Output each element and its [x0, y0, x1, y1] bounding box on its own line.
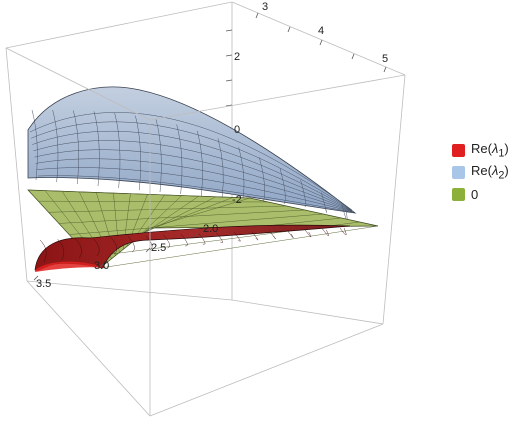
mesh-line	[38, 200, 269, 203]
mesh-line	[176, 124, 183, 195]
mesh-line	[29, 112, 353, 211]
mesh-line	[238, 147, 245, 201]
mesh-line	[34, 149, 353, 212]
mesh-line	[233, 232, 241, 242]
mesh-line	[128, 236, 135, 253]
mesh-line	[32, 130, 353, 211]
y-tick-label: 3	[262, 1, 268, 13]
mesh-line	[33, 140, 353, 212]
mesh-line	[135, 115, 141, 191]
mesh-line	[92, 237, 100, 257]
mesh-line	[269, 230, 276, 240]
mesh-line	[146, 197, 234, 232]
legend-label: 0	[471, 186, 479, 202]
surface-re-lambda2	[27, 86, 357, 222]
x-tick-label: 3.0	[94, 260, 109, 272]
mesh-line	[36, 167, 353, 212]
x-tick-label: 2.5	[151, 242, 166, 254]
surface-re-lambda2-mesh	[29, 109, 353, 222]
z-tick-label: 0	[234, 124, 240, 136]
mesh-line	[110, 237, 118, 255]
mesh-line	[58, 209, 305, 224]
surface-re-lambda1-front	[35, 261, 103, 272]
x-tick-label: 2.0	[203, 223, 218, 235]
x-tick-label: 3.5	[36, 278, 51, 290]
mesh-line	[217, 138, 224, 199]
legend-label: Re(λ2)	[471, 162, 509, 182]
mesh-line	[57, 239, 65, 261]
mesh-line	[149, 197, 251, 229]
mesh-line	[52, 110, 59, 183]
mesh-line	[145, 235, 153, 251]
mesh-line	[198, 233, 206, 245]
mesh-line	[304, 229, 312, 238]
legend-swatch	[452, 187, 465, 201]
legend-item-re-lambda2: Re(λ2)	[452, 161, 509, 183]
mesh-line	[322, 228, 329, 237]
y-tick-label: 5	[382, 53, 388, 65]
mesh-line	[37, 175, 353, 213]
mesh-line	[279, 168, 286, 205]
mesh-line	[163, 234, 171, 249]
legend-swatch	[452, 143, 465, 157]
mesh-line	[75, 238, 82, 259]
mesh-line	[286, 229, 294, 239]
z-tick-label: -2	[232, 194, 242, 206]
mesh-line	[48, 205, 287, 213]
mesh-line	[114, 112, 121, 189]
mesh-line	[35, 158, 353, 212]
mesh-line	[300, 180, 307, 207]
mesh-line	[93, 111, 100, 187]
x-axis-ticks	[33, 232, 199, 281]
y-tick-label: 4	[318, 25, 324, 37]
mesh-line	[259, 157, 265, 203]
mesh-line	[216, 232, 223, 243]
mesh-line	[197, 130, 203, 197]
legend: Re(λ1) Re(λ2) 0	[452, 139, 509, 205]
surface-re-lambda1-mesh	[39, 227, 347, 263]
mesh-line	[31, 109, 38, 181]
z-tick-label: 2	[234, 51, 240, 63]
legend-label: Re(λ1)	[471, 140, 509, 160]
mesh-line	[339, 227, 347, 236]
mesh-line	[69, 213, 324, 235]
mesh-line	[181, 234, 188, 247]
box-front-edges	[5, 47, 406, 417]
surface-re-lambda1	[34, 224, 351, 272]
y-axis-ticks	[255, 12, 387, 73]
legend-item-zero: 0	[452, 183, 509, 205]
legend-item-re-lambda1: Re(λ1)	[452, 139, 509, 161]
mesh-line	[251, 231, 259, 241]
mesh-line	[39, 239, 47, 263]
legend-swatch	[452, 165, 465, 179]
mesh-line	[99, 225, 379, 269]
mesh-line	[27, 189, 251, 199]
